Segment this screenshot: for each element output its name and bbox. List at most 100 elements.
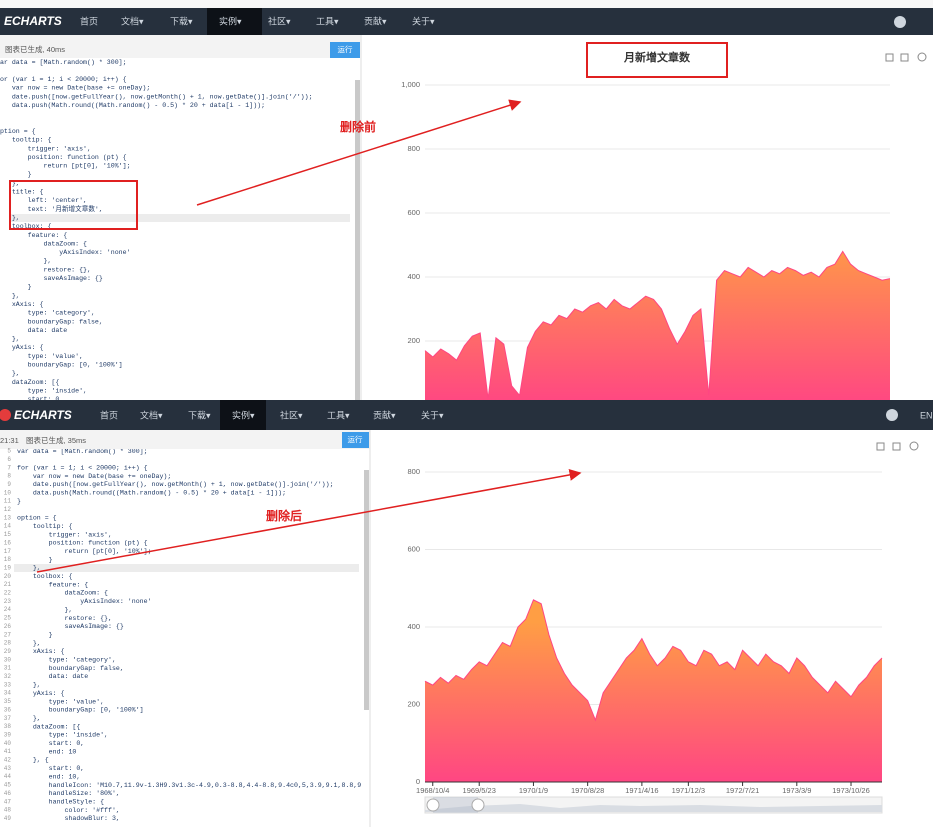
y-tick-label: 600 — [407, 544, 420, 553]
line-number: 34 — [4, 690, 12, 697]
code-line: handleSize: '80%', — [17, 790, 120, 797]
code-line: restore: {}, — [17, 615, 112, 622]
code-line: var now = new Date(base += oneDay); — [0, 85, 150, 92]
code-line: }, — [17, 640, 41, 647]
nav-item[interactable]: 首页 — [80, 15, 98, 26]
lang[interactable]: EN — [920, 410, 933, 420]
run-button[interactable] — [330, 42, 360, 58]
zoom-back-icon[interactable] — [900, 53, 909, 62]
code-line: xAxis: { — [0, 301, 44, 308]
code-line: var now = new Date(base += oneDay); — [17, 473, 171, 480]
arrow — [36, 468, 582, 573]
code-line: }, — [17, 565, 41, 572]
nav-item[interactable]: 首页 — [100, 409, 118, 420]
zoom-icon[interactable] — [876, 442, 885, 451]
code-line: }, — [0, 370, 20, 377]
nav-item[interactable]: 文档▾ — [121, 15, 144, 26]
line-number: 9 — [7, 481, 11, 488]
nav-item[interactable]: 实例▾ — [232, 409, 255, 420]
nav-item[interactable]: 下载▾ — [188, 409, 211, 420]
nav-item[interactable]: 社区▾ — [268, 15, 291, 26]
code-line: feature: { — [17, 581, 88, 588]
run-label[interactable]: 运行 — [338, 44, 353, 54]
restore-icon[interactable] — [909, 441, 919, 451]
run-label[interactable]: 运行 — [348, 434, 363, 444]
y-tick-label: 400 — [407, 272, 420, 281]
datazoom-window[interactable] — [433, 797, 478, 813]
y-tick-label: 400 — [407, 622, 420, 631]
line-number: 7 — [7, 464, 11, 471]
y-tick-label: 600 — [407, 208, 420, 217]
code-line: } — [0, 171, 32, 178]
datazoom-handle[interactable] — [471, 798, 485, 812]
nav-item[interactable]: 工具▾ — [316, 16, 339, 26]
code-line: toolbox: { — [0, 223, 51, 230]
line-number: 33 — [4, 681, 12, 688]
y-tick-label: 1,000 — [401, 80, 420, 89]
nav-item[interactable]: 贡献▾ — [373, 409, 396, 420]
time: 21:31 — [0, 436, 19, 445]
code-line: handleIcon: 'M10.7,11.9v-1.3H9.3v1.3c-4.… — [17, 782, 361, 789]
code-line: var data = [Math.random() * 300]; — [0, 59, 127, 66]
line-number: 32 — [4, 673, 12, 680]
logo: ECHARTS — [4, 14, 62, 28]
code-line: type: 'value', — [17, 698, 104, 705]
nav-item[interactable]: 文档▾ — [140, 409, 163, 420]
x-tick-label: 1971/4/16 — [625, 786, 658, 795]
nav-item[interactable]: 关于▾ — [412, 15, 435, 26]
code-line: end: 10 — [17, 748, 76, 755]
nav-item[interactable]: 关于▾ — [421, 409, 444, 420]
y-tick-label: 200 — [407, 699, 420, 708]
line-number: 37 — [4, 715, 12, 722]
code-line: start: 0, — [0, 396, 63, 403]
restore-icon[interactable] — [917, 52, 927, 62]
toolbar — [0, 430, 370, 449]
line-number: 28 — [4, 640, 12, 647]
x-tick-label: 1968/10/4 — [416, 786, 449, 795]
github-icon[interactable] — [894, 16, 906, 28]
datazoom-handle[interactable] — [426, 798, 440, 812]
code-line: date.push([now.getFullYear(), now.getMon… — [0, 93, 313, 100]
code-line: saveAsImage: {} — [17, 623, 124, 630]
code-line: data.push(Math.round((Math.random() - 0.… — [17, 490, 286, 497]
code-line: left: 'center', — [0, 197, 87, 204]
code-line: dataZoom: [{ — [17, 723, 80, 730]
nav-bar — [0, 400, 933, 430]
line-number: 35 — [4, 698, 12, 705]
datazoom-shadow — [425, 804, 882, 812]
line-number: 20 — [4, 573, 12, 580]
zoom-back-icon[interactable] — [892, 442, 901, 451]
line-number: 19 — [4, 564, 12, 571]
run-button[interactable] — [342, 432, 369, 448]
line-number: 24 — [4, 606, 12, 613]
code-line: for (var i = 1; i < 20000; i++) { — [17, 464, 148, 471]
code-line: dataZoom: { — [17, 590, 108, 597]
logo-icon — [0, 409, 11, 421]
annotation: 删除后 — [266, 508, 302, 523]
nav-item[interactable]: 下载▾ — [170, 15, 193, 26]
code-line: boundaryGap: [0, '100%'] — [0, 362, 123, 369]
line-number: 42 — [4, 757, 12, 764]
code-line: start: 0, — [17, 765, 84, 772]
nav-item[interactable]: 工具▾ — [327, 410, 350, 420]
line-number: 11 — [4, 498, 12, 505]
zoom-icon[interactable] — [885, 53, 894, 62]
toolbox — [876, 441, 919, 451]
line-number: 13 — [4, 514, 12, 521]
line-number: 26 — [4, 623, 12, 630]
line — [424, 599, 883, 722]
toolbox — [885, 52, 927, 62]
line-number: 17 — [4, 548, 12, 555]
y-tick-label: 800 — [407, 467, 420, 476]
github-icon[interactable] — [886, 409, 898, 421]
code-line: dataZoom: { — [0, 240, 87, 247]
nav-item[interactable]: 贡献▾ — [364, 15, 387, 26]
code-line: data: date — [17, 673, 88, 680]
logo: ECHARTS — [14, 408, 72, 422]
line-number: 6 — [7, 456, 11, 463]
nav-item[interactable]: 社区▾ — [280, 409, 303, 420]
nav-item[interactable]: 实例▾ — [219, 15, 242, 26]
line-number: 23 — [4, 598, 12, 605]
code-line: boundaryGap: [0, '100%'] — [17, 707, 144, 714]
